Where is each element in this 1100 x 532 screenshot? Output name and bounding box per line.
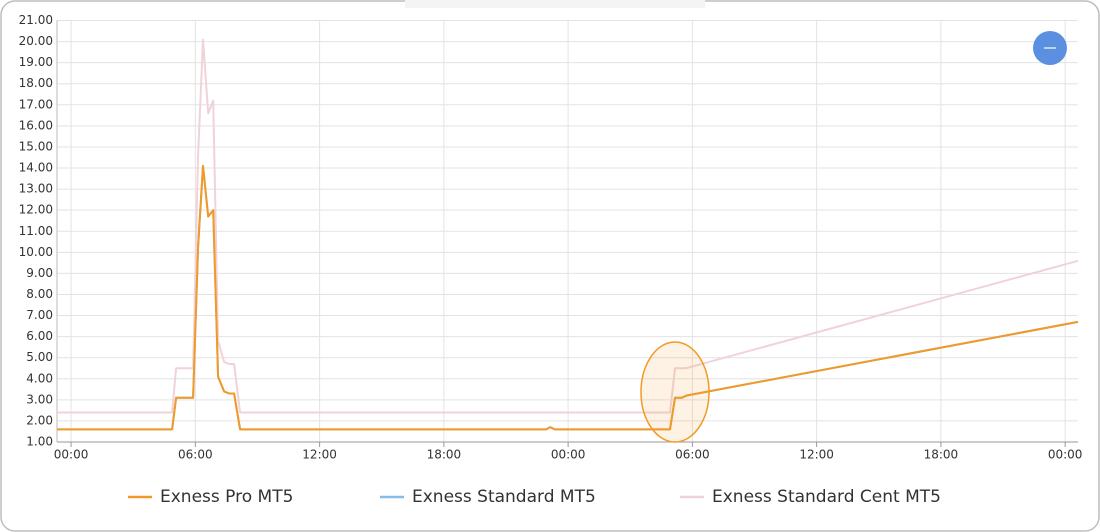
y-tick-label: 9.00: [26, 266, 53, 280]
y-tick-label: 7.00: [26, 308, 53, 322]
y-tick-label: 4.00: [26, 371, 53, 385]
plot: [57, 38, 1079, 431]
y-tick-label: 2.00: [26, 413, 53, 427]
y-tick-label: 3.00: [26, 392, 53, 406]
x-tick-label: 18:00: [427, 448, 462, 462]
y-tick-label: 13.00: [19, 182, 53, 196]
legend-label: Exness Standard MT5: [412, 487, 596, 507]
y-tick-label: 6.00: [26, 329, 53, 343]
y-tick-label: 11.00: [19, 224, 53, 238]
grid: 1.00 2.00 3.00 4.00 5.00 6.00 7.00 8.00 9.00 10.0…: [19, 13, 1083, 462]
y-tick-label: 10.00: [19, 245, 53, 259]
y-tick-label: 16.00: [19, 118, 53, 132]
y-tick-label: 19.00: [19, 55, 53, 69]
y-tick-label: 17.00: [19, 97, 53, 111]
y-tick-label: 21.00: [19, 13, 53, 27]
x-tick-label: 12:00: [799, 448, 834, 462]
y-tick-label: 20.00: [19, 34, 53, 48]
legend-item[interactable]: Exness Pro MT5: [128, 487, 293, 507]
x-tick-label: 00:00: [54, 448, 89, 462]
x-tick-label: 12:00: [302, 448, 337, 462]
y-tick-label: 18.00: [19, 76, 53, 90]
x-tick-label: 00:00: [551, 448, 586, 462]
y-tick-label: 8.00: [26, 287, 53, 301]
legend-item[interactable]: Exness Standard Cent MT5: [680, 487, 941, 507]
legend-label: Exness Pro MT5: [160, 487, 293, 507]
y-tick-label: 1.00: [26, 435, 53, 449]
x-tick-label: 18:00: [924, 448, 959, 462]
y-tick-label: 14.00: [19, 161, 53, 175]
y-tick-label: 5.00: [26, 350, 53, 364]
series-line: [57, 38, 1079, 414]
x-tick-label: 00:00: [1048, 448, 1083, 462]
x-tick-label: 06:00: [178, 448, 213, 462]
highlight-ellipse: [640, 341, 710, 443]
legend-label: Exness Standard Cent MT5: [712, 487, 941, 507]
legend-item[interactable]: Exness Standard MT5: [380, 487, 596, 507]
legend: Exness Pro MT5 Exness Standard MT5 Exness …: [128, 487, 941, 507]
x-tick-label: 06:00: [675, 448, 710, 462]
top-handle: [405, 0, 705, 8]
series-line: [57, 164, 1079, 431]
y-tick-label: 12.00: [19, 203, 53, 217]
y-tick-label: 15.00: [19, 139, 53, 153]
